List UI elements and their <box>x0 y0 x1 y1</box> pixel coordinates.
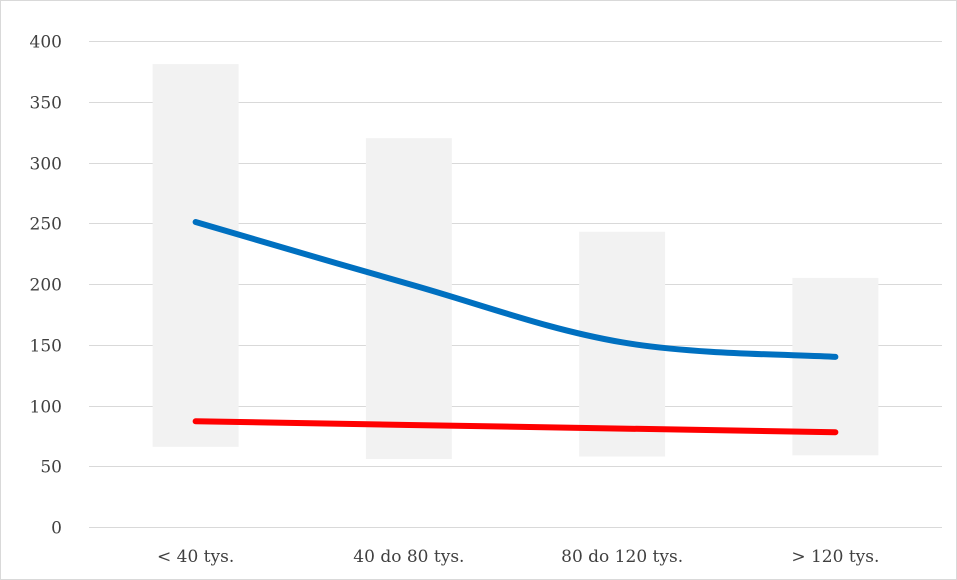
range-bars <box>152 64 879 459</box>
x-tick-label: 80 do 120 tys. <box>561 547 683 567</box>
y-tick-label: 200 <box>30 276 62 296</box>
y-tick-label: 300 <box>30 155 62 175</box>
y-axis-labels: 0 50 100 150 200 250 300 350 400 <box>30 33 62 539</box>
series-lines <box>192 219 839 436</box>
x-tick-label: > 120 tys. <box>791 547 879 567</box>
y-tick-label: 50 <box>40 458 62 478</box>
series-line <box>192 219 839 360</box>
y-tick-label: 0 <box>51 519 62 539</box>
series-line <box>192 418 839 436</box>
y-tick-label: 400 <box>30 33 62 53</box>
gridlines <box>89 41 942 528</box>
x-tick-label: < 40 tys. <box>157 547 234 567</box>
range-bar <box>152 64 239 447</box>
y-tick-label: 250 <box>30 215 62 235</box>
y-tick-label: 350 <box>30 94 62 114</box>
range-bar <box>792 277 879 456</box>
y-tick-label: 100 <box>30 398 62 418</box>
range-bar <box>365 138 452 459</box>
x-axis-labels: < 40 tys. 40 do 80 tys. 80 do 120 tys. > 12… <box>157 547 879 567</box>
y-tick-label: 150 <box>30 337 62 357</box>
x-tick-label: 40 do 80 tys. <box>353 547 464 567</box>
